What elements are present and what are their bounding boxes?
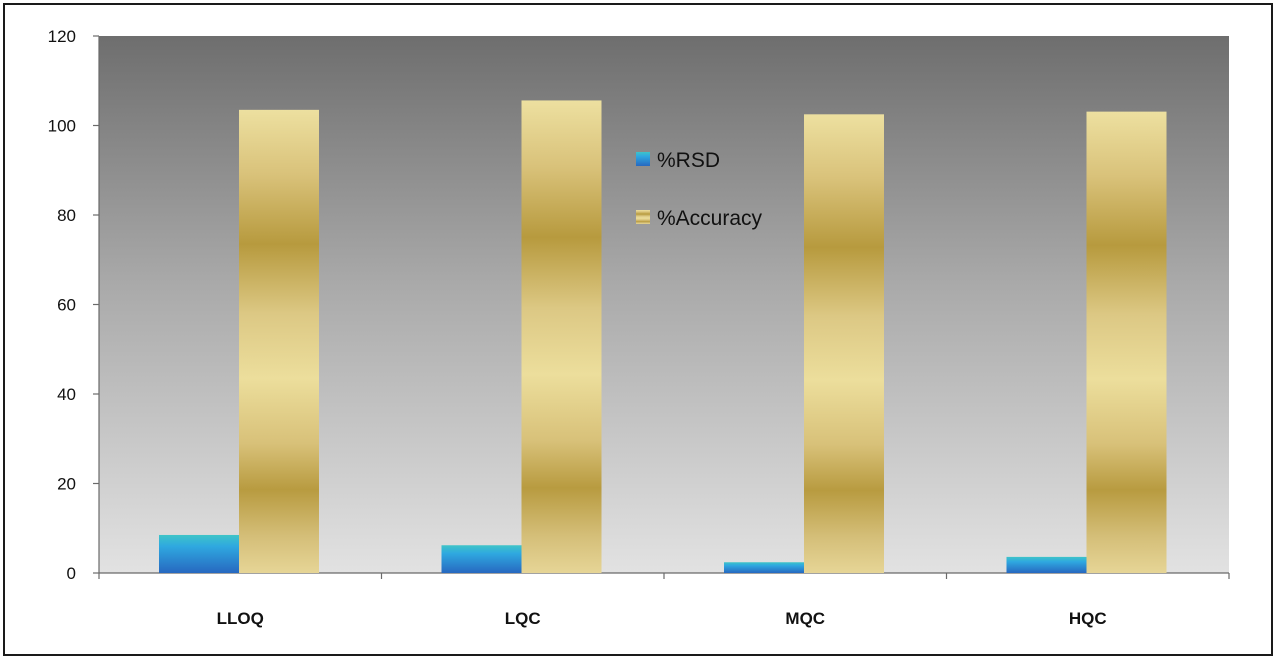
bars xyxy=(159,100,1167,574)
bar-accuracy xyxy=(521,100,602,573)
x-category-label: LQC xyxy=(505,609,541,628)
bar-rsd xyxy=(441,545,522,573)
bar-accuracy xyxy=(804,114,884,573)
y-tick-label: 40 xyxy=(57,385,76,404)
legend-swatch-rsd xyxy=(636,152,650,166)
legend-label-accuracy: %Accuracy xyxy=(657,207,763,230)
x-category-label: MQC xyxy=(785,609,825,628)
bar-rsd xyxy=(159,534,239,573)
bar-accuracy xyxy=(239,109,319,574)
y-tick-labels: 0 20 40 60 80 100 120 xyxy=(48,27,76,583)
x-category-label: LLOQ xyxy=(217,609,264,628)
bar-accuracy xyxy=(1086,111,1167,573)
y-tick-label: 80 xyxy=(57,206,76,225)
bar-rsd xyxy=(724,562,804,573)
y-tick-label: 120 xyxy=(48,27,76,46)
x-category-label: HQC xyxy=(1069,609,1107,628)
legend-swatch-accuracy xyxy=(636,210,650,224)
bar-rsd xyxy=(1006,556,1087,573)
legend-label-rsd: %RSD xyxy=(657,149,720,172)
legend: %RSD %Accuracy xyxy=(636,149,763,230)
y-tick-label: 100 xyxy=(48,117,76,136)
y-tick-label: 20 xyxy=(57,475,76,494)
y-tick-label: 60 xyxy=(57,296,76,315)
y-tick-label: 0 xyxy=(67,564,76,583)
x-category-labels: LLOQ LQC MQC HQC xyxy=(217,609,1107,628)
